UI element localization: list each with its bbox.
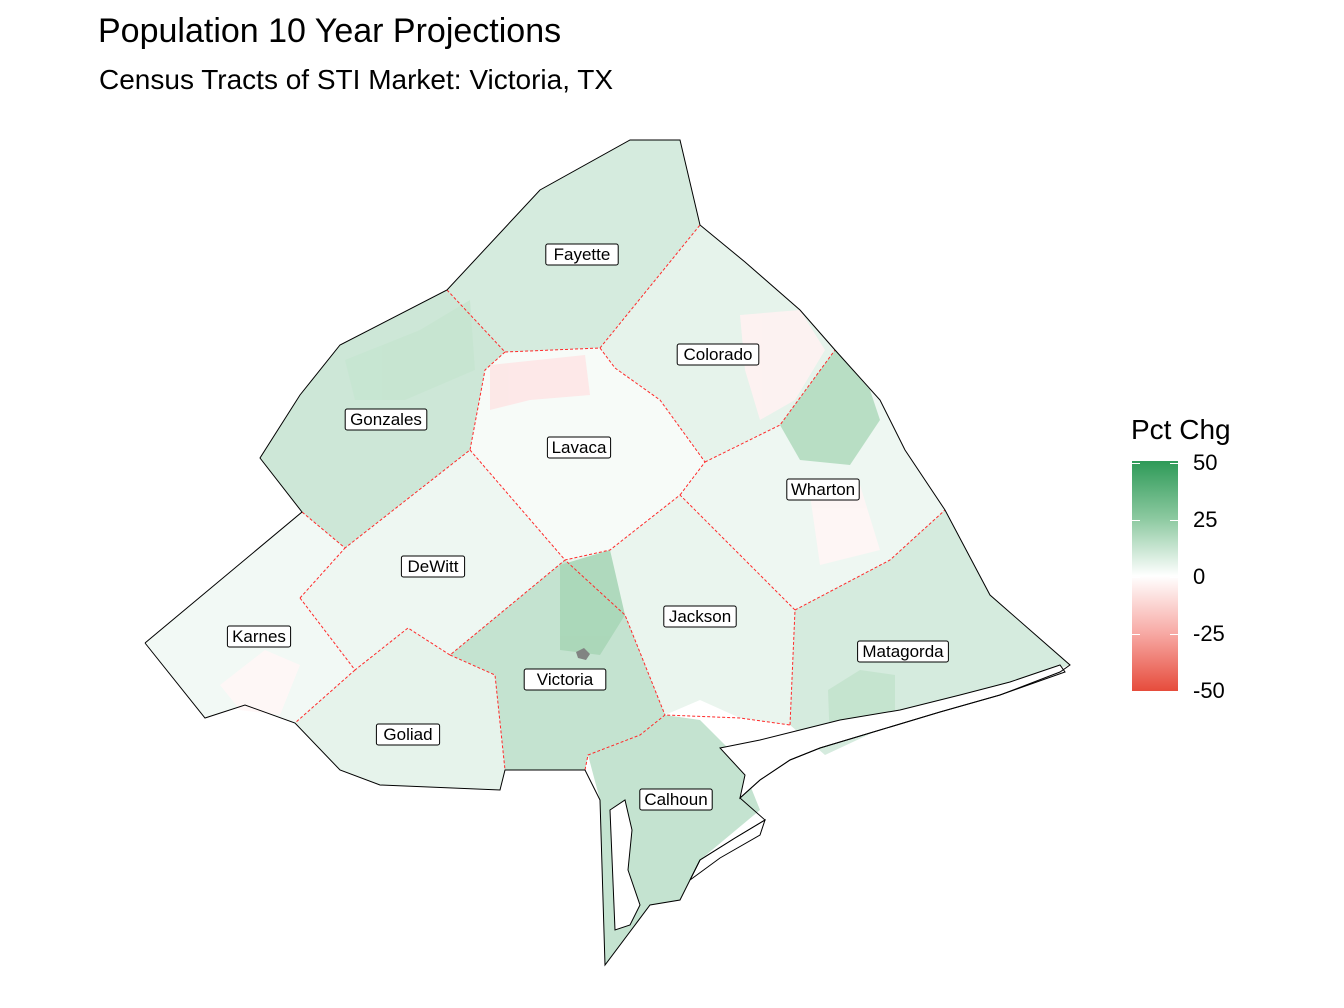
legend-tick-label: 25 — [1193, 507, 1218, 532]
tract-highlight — [490, 355, 590, 410]
legend-tick-label: -50 — [1193, 678, 1225, 703]
legend-title: Pct Chg — [1131, 414, 1231, 445]
county-label-box — [375, 723, 441, 746]
legend-tick-label: -25 — [1193, 621, 1225, 646]
county-label-box — [546, 436, 612, 459]
county-label-text: Jackson — [669, 607, 731, 626]
county-label-text: DeWitt — [408, 557, 459, 576]
county-label-text: Fayette — [554, 245, 611, 264]
tract-shading — [220, 300, 895, 745]
county-label-box — [523, 668, 607, 691]
map-subtitle: Census Tracts of STI Market: Victoria, T… — [99, 64, 614, 95]
county-label-victoria: Victoria — [523, 668, 607, 691]
tract-highlight — [810, 485, 880, 565]
tract-highlight — [220, 650, 300, 715]
county-label-box — [857, 640, 949, 663]
legend-tick-mark — [1170, 520, 1178, 521]
county-label-text: Goliad — [383, 725, 432, 744]
county-label-lavaca: Lavaca — [546, 436, 612, 459]
county-label-text: Lavaca — [552, 438, 607, 457]
legend-tick-mark — [1170, 463, 1178, 464]
map-title: Population 10 Year Projections — [98, 12, 562, 50]
tract-highlight — [345, 300, 475, 400]
county-label-box — [676, 343, 760, 366]
legend-tick-mark — [1132, 463, 1140, 464]
county-label-colorado: Colorado — [676, 343, 760, 366]
san-antonio-bay — [609, 799, 641, 931]
tract-highlight — [780, 350, 880, 465]
legend-tick-label: 50 — [1193, 450, 1218, 475]
legend-tick-mark — [1132, 577, 1140, 578]
legend-tick-mark — [1170, 634, 1178, 635]
legend-colorbar — [1132, 461, 1178, 691]
tract-highlight — [740, 310, 825, 420]
county-label-karnes: Karnes — [226, 625, 292, 648]
legend-tick-mark — [1170, 691, 1178, 692]
county-label-box — [400, 555, 466, 578]
county-label-calhoun: Calhoun — [639, 788, 713, 811]
county-label-text: Matagorda — [862, 642, 944, 661]
county-label-goliad: Goliad — [375, 723, 441, 746]
county-label-wharton: Wharton — [786, 478, 860, 501]
county-goliad[interactable] — [295, 628, 505, 790]
county-labels: Fayette Colorado Gonzales Lavaca Wharton DeWi… — [226, 243, 949, 811]
county-label-dewitt: DeWitt — [400, 555, 466, 578]
county-label-box — [344, 408, 428, 431]
region-outline — [144, 139, 1071, 967]
county-label-text: Colorado — [684, 345, 753, 364]
county-label-box — [226, 625, 292, 648]
tract-highlight — [560, 550, 625, 655]
legend-tick-mark — [1132, 520, 1140, 521]
county-karnes[interactable] — [145, 512, 355, 723]
county-label-fayette: Fayette — [545, 243, 619, 266]
county-label-jackson: Jackson — [663, 605, 737, 628]
county-label-box — [545, 243, 619, 266]
county-label-matagorda: Matagorda — [857, 640, 949, 663]
legend-tick-mark — [1170, 577, 1178, 578]
county-label-box — [786, 478, 860, 501]
county-borders — [294, 224, 946, 771]
county-label-text: Wharton — [791, 480, 855, 499]
legend-tick-mark — [1132, 634, 1140, 635]
county-label-text: Karnes — [232, 627, 286, 646]
legend-tick-label: 0 — [1193, 564, 1206, 589]
county-label-box — [663, 605, 737, 628]
legend-tick-mark — [1132, 691, 1140, 692]
city-victoria — [576, 648, 590, 660]
county-label-box — [639, 788, 713, 811]
county-label-text: Gonzales — [350, 410, 422, 429]
county-label-gonzales: Gonzales — [344, 408, 428, 431]
county-label-text: Victoria — [537, 670, 594, 689]
county-label-text: Calhoun — [644, 790, 707, 809]
